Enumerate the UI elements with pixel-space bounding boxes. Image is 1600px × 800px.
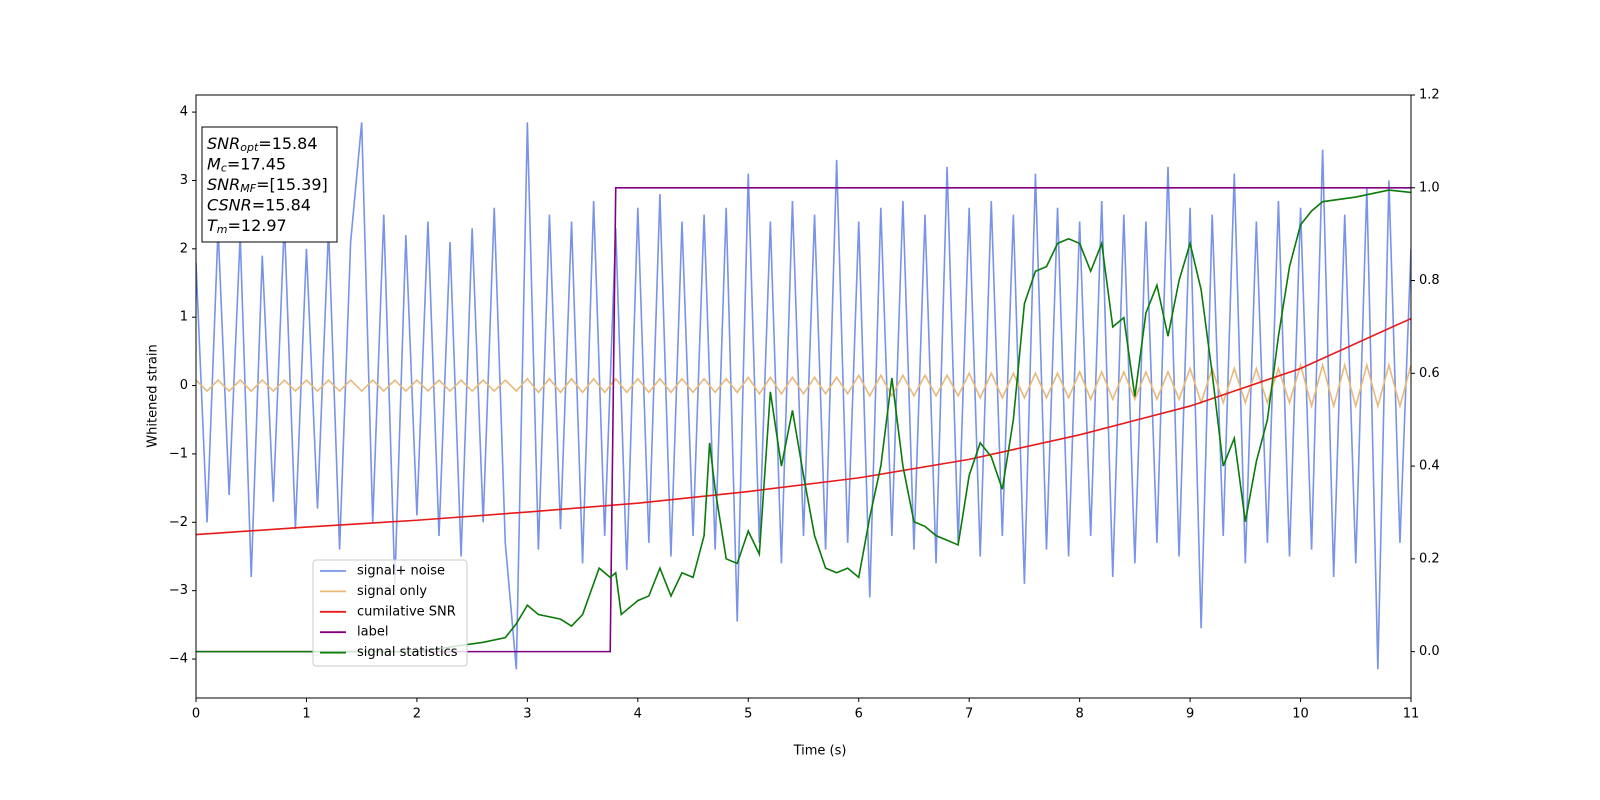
annotation-sub: c — [221, 162, 227, 175]
annotation-symbol: SNR — [207, 175, 240, 194]
annotation-line: Tm=12.97 — [207, 216, 287, 237]
y2-tick-label: 1.0 — [1419, 180, 1440, 195]
x-tick-label: 5 — [744, 707, 752, 722]
series-line — [196, 189, 1411, 653]
annotation-symbol: CSNR — [207, 195, 252, 214]
x-tick-label: 9 — [1186, 707, 1194, 722]
annotation-line: SNRopt=15.84 — [207, 134, 318, 155]
y-tick-label: 4 — [180, 105, 188, 120]
x-tick-label: 4 — [634, 707, 642, 722]
y-tick-label: −3 — [169, 583, 188, 598]
plot-frame — [195, 94, 1412, 699]
annotation-line: SNRMF=[15.39] — [207, 175, 328, 196]
x-tick-label: 0 — [192, 707, 200, 722]
annotation-box — [201, 126, 338, 243]
annotation-text: =12.97 — [228, 216, 287, 235]
legend: signal+ noise signal only cumilative SNR la… — [312, 559, 468, 667]
annotation-symbol: SNR — [207, 134, 240, 153]
legend-label: signal+ noise — [357, 564, 445, 579]
y-tick-label: −2 — [169, 515, 188, 530]
annotation-sub: MF — [240, 182, 256, 195]
legend-label: cumilative SNR — [357, 604, 456, 619]
y2-tick-label: 0.6 — [1419, 366, 1440, 381]
annotation-text: =15.84 — [252, 195, 311, 214]
annotation-line: Mc=17.45 — [207, 154, 286, 175]
y-tick-label: 3 — [180, 173, 188, 188]
x-tick-label: 3 — [523, 707, 531, 722]
annotation: SNRopt=15.84Mc=17.45SNRMF=[15.39]CSNR=15… — [201, 126, 338, 243]
y2-tick-label: 1.2 — [1419, 88, 1440, 103]
y2-tick-label: 0.8 — [1419, 273, 1440, 288]
legend-label: signal only — [357, 584, 427, 599]
x-tick-label: 7 — [965, 707, 973, 722]
y2-tick-label: 0.0 — [1419, 644, 1440, 659]
series-line — [196, 361, 1411, 410]
series-line — [196, 122, 1411, 670]
y2-tick-label: 0.4 — [1419, 459, 1440, 474]
legend-label: signal statistics — [357, 645, 458, 660]
annotation-text: =15.84 — [258, 134, 317, 153]
legend-label: label — [357, 625, 388, 640]
annotation-line: CSNR=15.84 — [207, 195, 311, 214]
x-tick-label: 11 — [1403, 707, 1420, 722]
y-tick-label: 2 — [180, 241, 188, 256]
x-axis-label: Time (s) — [793, 744, 847, 759]
annotation-sub: m — [217, 223, 228, 236]
x-tick-label: 10 — [1292, 707, 1309, 722]
annotation-symbol: T — [207, 216, 218, 235]
y2-tick-label: 0.2 — [1419, 551, 1440, 566]
x-tick-label: 8 — [1075, 707, 1083, 722]
annotation-symbol: M — [207, 154, 221, 173]
y-axis-label: Whitened strain — [146, 344, 161, 447]
y-tick-label: −1 — [169, 446, 188, 461]
y-tick-label: 0 — [180, 378, 188, 393]
annotation-text: =[15.39] — [256, 175, 328, 194]
y-tick-label: 1 — [180, 310, 188, 325]
x-tick-label: 6 — [855, 707, 863, 722]
legend-box — [312, 559, 468, 667]
y-tick-label: −4 — [169, 652, 188, 667]
x-tick-label: 1 — [302, 707, 310, 722]
annotation-text: =17.45 — [227, 154, 286, 173]
annotation-sub: opt — [240, 141, 259, 154]
x-tick-label: 2 — [413, 707, 421, 722]
series-line — [196, 317, 1411, 536]
